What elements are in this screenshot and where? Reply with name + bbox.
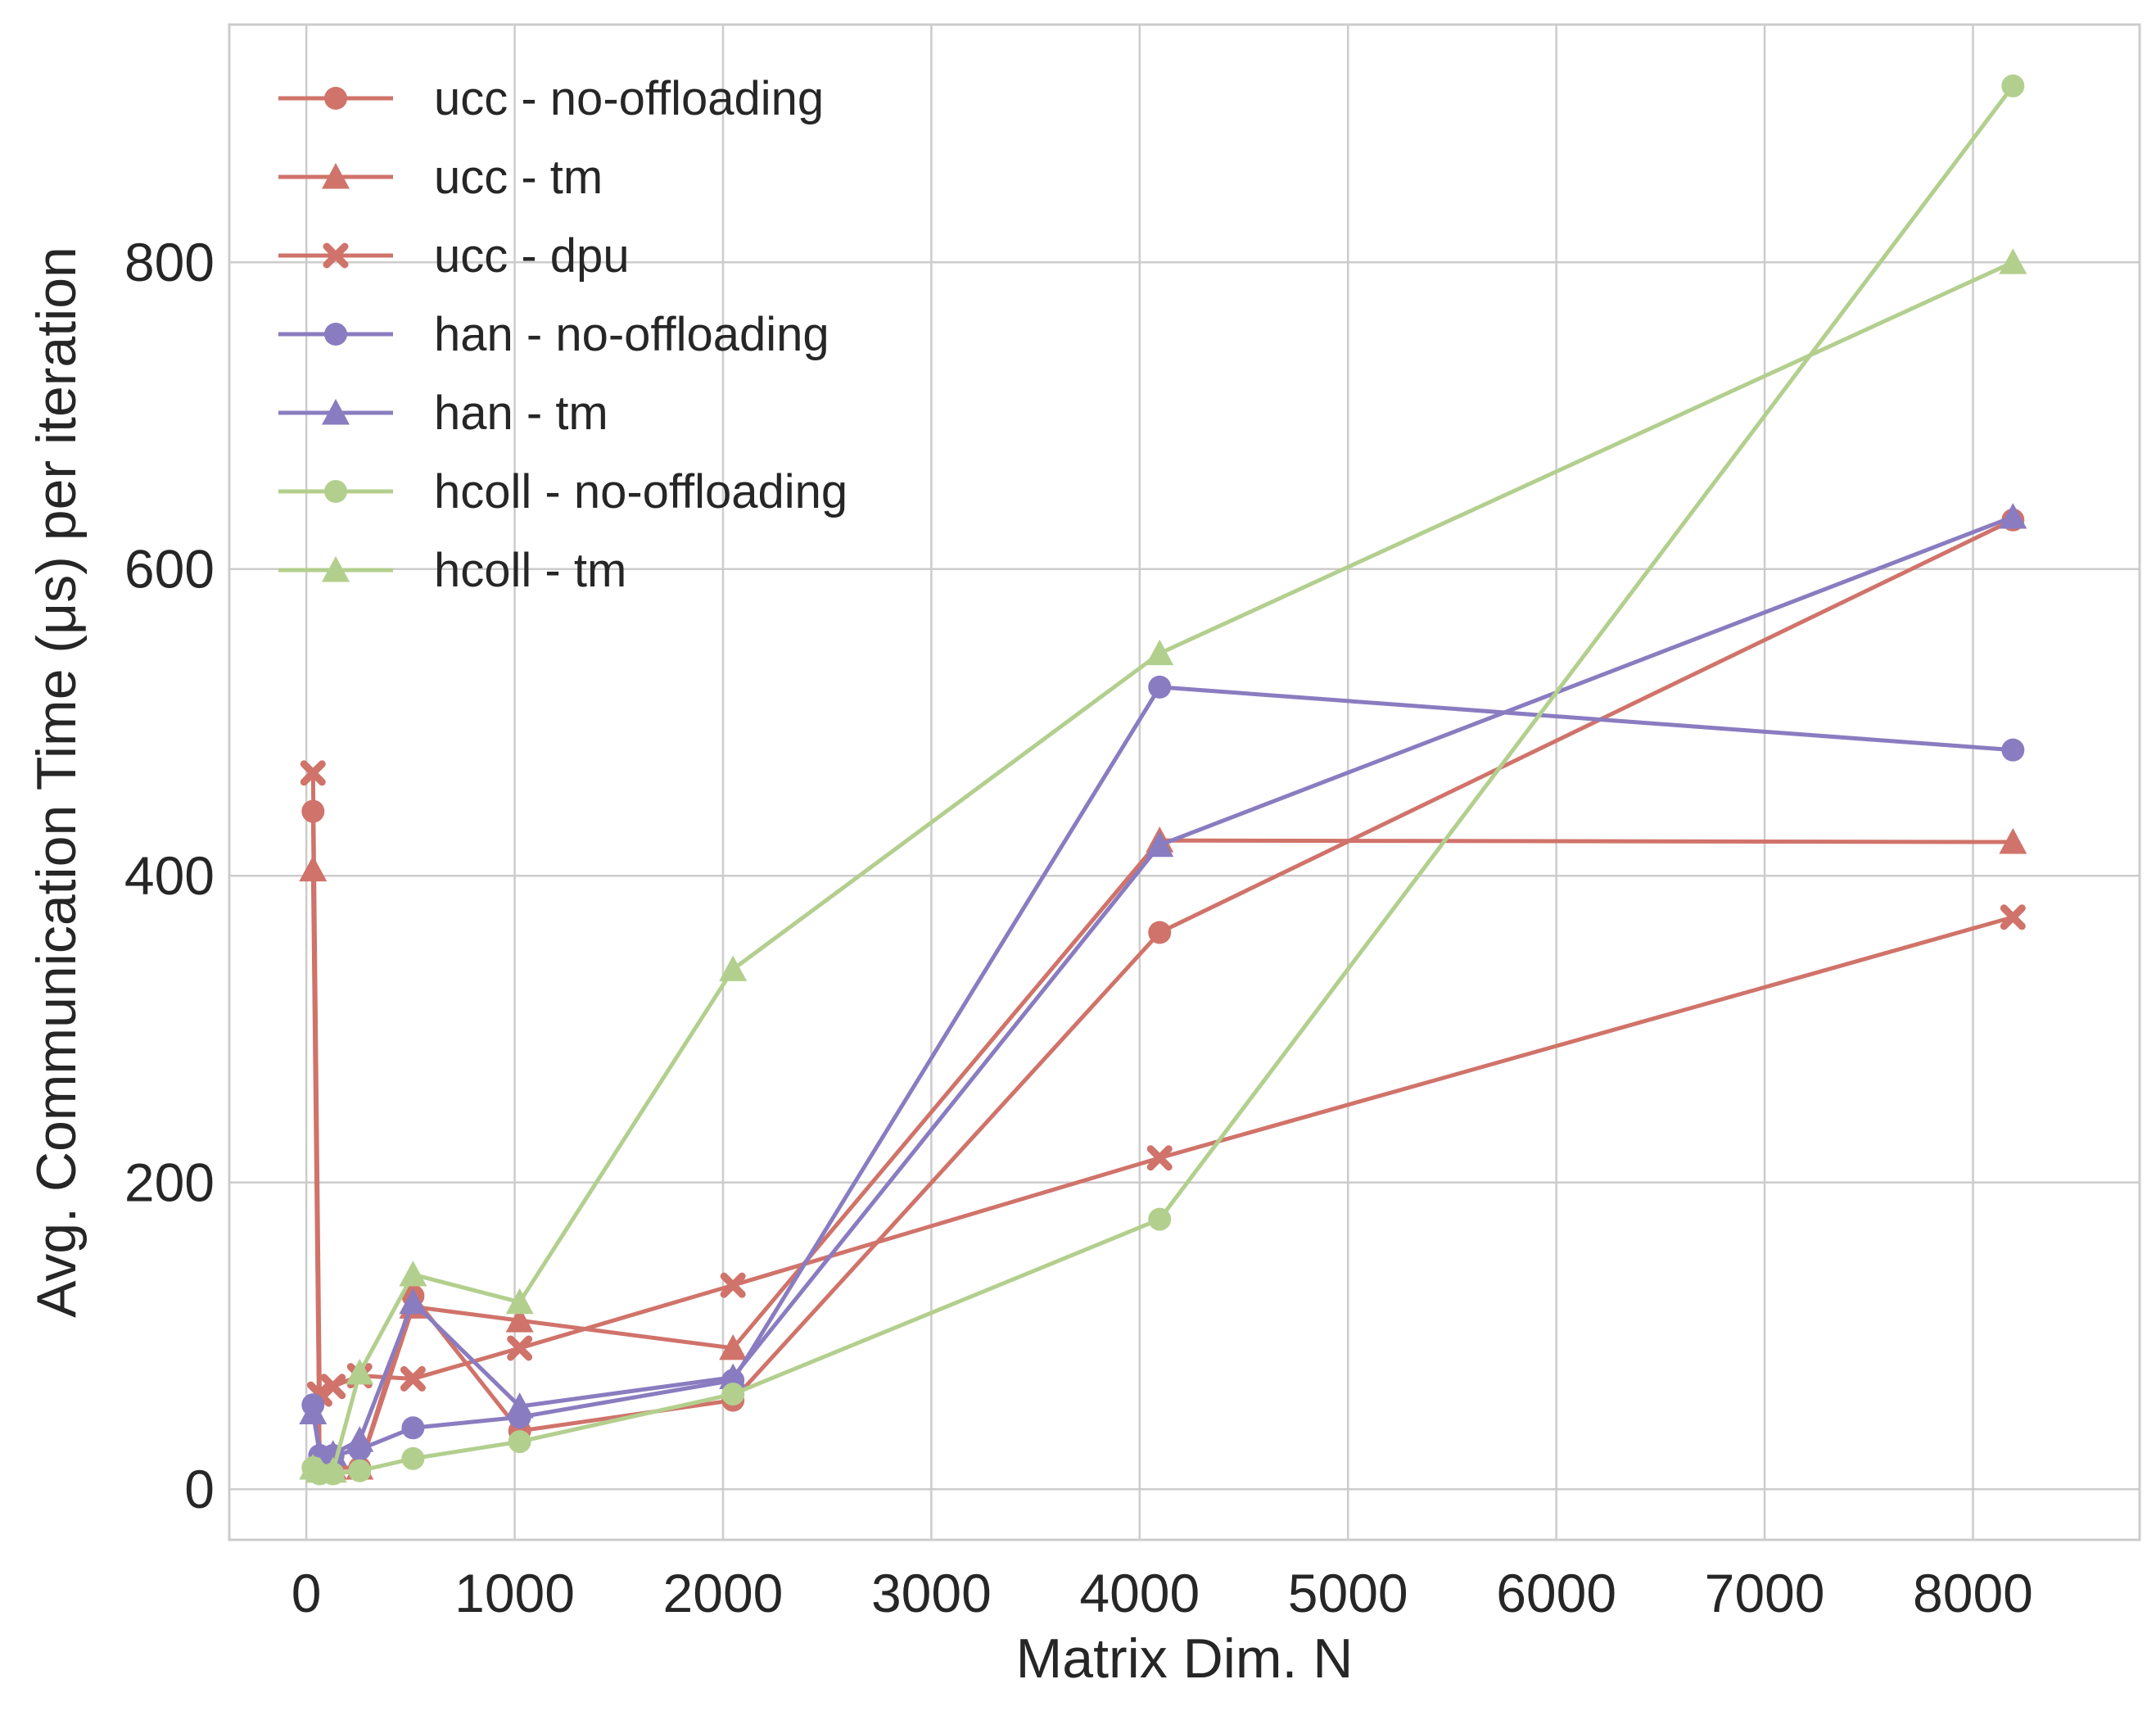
legend-entry: ucc - tm [278, 151, 603, 204]
data-point [719, 1363, 748, 1389]
data-point [508, 1430, 531, 1454]
x-tick-label: 0 [292, 1563, 322, 1623]
legend-label: ucc - dpu [434, 229, 630, 283]
data-point [400, 1365, 426, 1392]
data-point [1146, 639, 1174, 666]
data-point [1146, 831, 1174, 858]
y-axis-label: Avg. Communication Time (μs) per iterati… [25, 247, 88, 1318]
x-tick-label: 4000 [1079, 1563, 1200, 1623]
legend-entry: ucc - no-offloading [278, 72, 824, 125]
series-han-no-offloading [301, 675, 2025, 1468]
data-point [719, 955, 748, 981]
legend-entry: hcoll - tm [278, 544, 626, 597]
legend-label: ucc - no-offloading [434, 72, 824, 125]
series-hcoll-tm [299, 248, 2027, 1483]
legend-marker [322, 163, 350, 189]
x-tick-label: 1000 [454, 1563, 575, 1623]
x-tick-label: 3000 [871, 1563, 992, 1623]
x-tick-label: 8000 [1913, 1563, 2033, 1623]
data-point [319, 1440, 347, 1466]
data-point [1999, 503, 2027, 529]
legend-marker [323, 242, 349, 269]
legend-entry: hcoll - no-offloading [278, 465, 847, 518]
series-line [310, 685, 2014, 1458]
data-point [319, 1456, 347, 1483]
data-point [320, 1374, 346, 1400]
plot-frame [228, 23, 2141, 1541]
data-point [1148, 1207, 1172, 1231]
y-tick-label: 200 [124, 1152, 215, 1213]
legend-label: hcoll - no-offloading [434, 465, 847, 518]
data-point [505, 1288, 534, 1315]
legend-marker [324, 480, 347, 503]
y-tick-label: 800 [124, 232, 215, 292]
data-point [1999, 828, 2027, 854]
legend-entry: ucc - dpu [278, 229, 630, 283]
series-line [312, 260, 2014, 1473]
data-point [399, 1261, 427, 1287]
series-line [310, 772, 2014, 1396]
legend-marker [324, 323, 347, 346]
x-axis-label: Matrix Dim. N [1016, 1627, 1354, 1690]
data-point [346, 1426, 374, 1452]
data-point [720, 1272, 746, 1298]
series-hcoll-no-offloading [301, 74, 2025, 1486]
data-point [507, 1335, 533, 1361]
series-han-tm [299, 503, 2027, 1466]
data-point [2001, 74, 2025, 97]
data-point [2001, 738, 2025, 762]
legend-marker [324, 87, 347, 110]
data-point [2000, 904, 2026, 930]
data-point [399, 1288, 427, 1315]
x-tick-label: 7000 [1705, 1563, 1825, 1623]
tick-labels: 0 1000 2000 3000 4000 5000 6000 7000 8000 0 200 400… [124, 232, 2033, 1623]
legend-entry: han - no-offloading [278, 308, 829, 361]
x-tick-label: 5000 [1288, 1563, 1408, 1623]
x-tick-label: 6000 [1496, 1563, 1616, 1623]
data-point [299, 1398, 328, 1425]
legend-label: ucc - tm [434, 151, 603, 204]
data-point [505, 1392, 534, 1419]
data-point [505, 1306, 534, 1333]
data-point [721, 1383, 745, 1406]
data-point [1999, 248, 2027, 274]
x-tick-label: 2000 [663, 1563, 784, 1623]
legend-marker [322, 556, 350, 582]
grid-lines [229, 25, 2140, 1540]
y-tick-label: 400 [124, 845, 215, 906]
data-point [719, 1333, 748, 1360]
legend-label: han - tm [434, 387, 608, 440]
data-point [346, 1358, 374, 1385]
data-point [1146, 1145, 1173, 1171]
data-point [1148, 921, 1172, 944]
legend-label: han - no-offloading [434, 308, 829, 361]
y-tick-label: 600 [124, 539, 215, 600]
data-point [401, 1416, 425, 1440]
legend: ucc - no-offloading ucc - tm ucc - dpu han … [278, 72, 847, 597]
legend-label: hcoll - tm [434, 544, 626, 597]
legend-entry: han - tm [278, 387, 608, 440]
series-line [311, 84, 2015, 1476]
data-point [1148, 675, 1172, 699]
series-layer [299, 74, 2027, 1486]
data-point [300, 760, 326, 786]
data-point [401, 1446, 425, 1470]
legend-marker [322, 399, 350, 425]
y-tick-label: 0 [184, 1459, 215, 1519]
data-point [348, 1459, 372, 1482]
